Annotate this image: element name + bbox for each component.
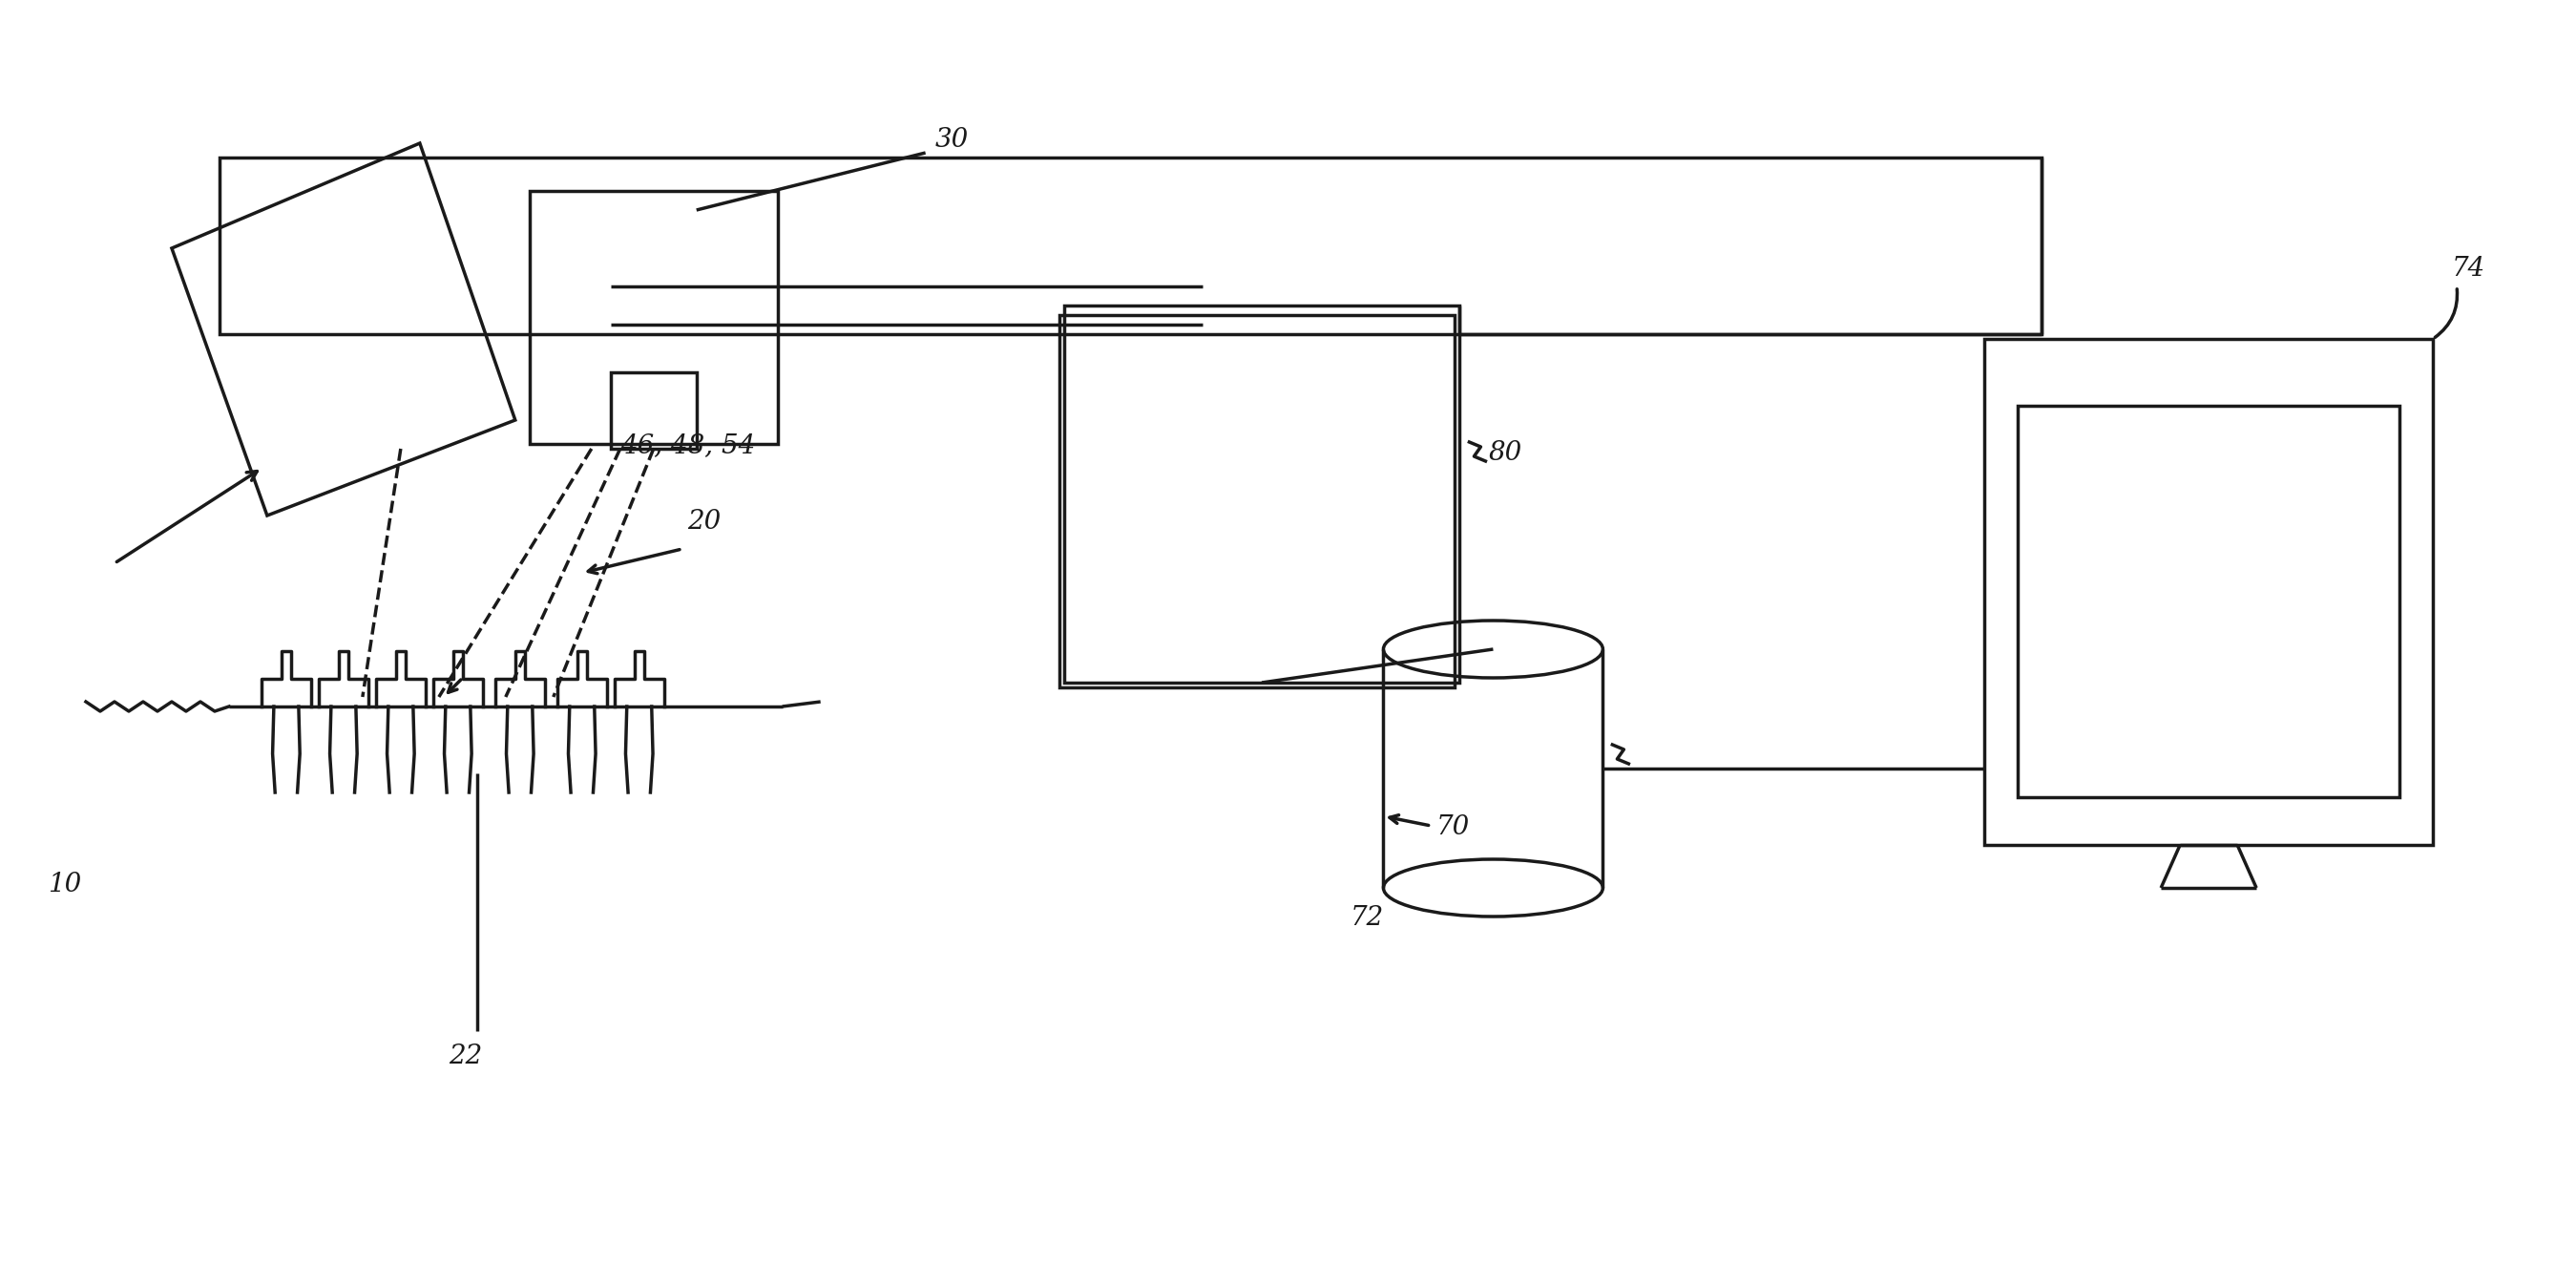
Text: 10: 10 <box>49 872 82 897</box>
Bar <box>531 191 778 444</box>
Bar <box>2017 406 2398 797</box>
Bar <box>1984 339 2432 845</box>
Text: 80: 80 <box>1489 440 1522 466</box>
Text: 70: 70 <box>1435 815 1468 840</box>
Text: 72: 72 <box>1350 904 1383 931</box>
Text: 30: 30 <box>935 126 969 153</box>
Text: 46, 48, 54: 46, 48, 54 <box>621 433 755 458</box>
Text: 74: 74 <box>2452 256 2486 282</box>
Bar <box>611 372 696 449</box>
Bar <box>1064 306 1461 683</box>
Text: 22: 22 <box>448 1044 482 1069</box>
Bar <box>1059 315 1455 687</box>
Text: 20: 20 <box>688 509 721 535</box>
Bar <box>219 158 2043 334</box>
